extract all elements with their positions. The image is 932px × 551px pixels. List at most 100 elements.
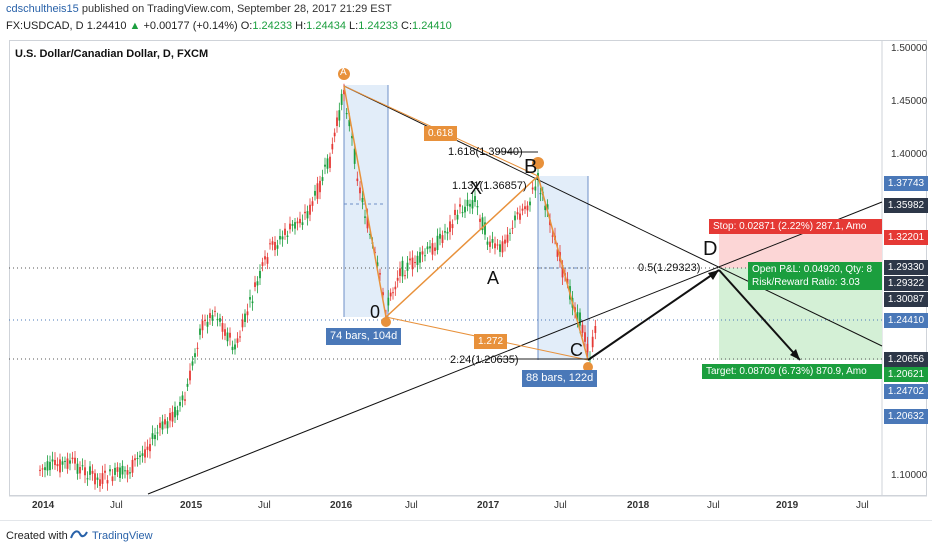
close-label: C: <box>401 20 413 32</box>
candle-body <box>41 468 44 470</box>
candle-body <box>294 222 296 229</box>
candle-body <box>584 332 586 342</box>
candle-body <box>579 312 581 326</box>
x-tick: 2014 <box>32 500 55 511</box>
candle-body <box>394 286 397 290</box>
candle-body <box>74 457 76 464</box>
candle-body <box>474 196 476 202</box>
price-tag: 1.29330 <box>884 260 928 275</box>
candle-body <box>124 470 126 472</box>
candle-body <box>49 461 51 471</box>
candle-body <box>194 353 196 358</box>
candle-body <box>409 258 411 261</box>
candle-body <box>499 244 501 252</box>
candle-body <box>556 249 559 257</box>
author-link[interactable]: cdschultheis15 <box>6 3 79 15</box>
candle-body <box>311 201 314 206</box>
candle-body <box>451 224 454 229</box>
candle-body <box>351 135 353 139</box>
candle-body <box>54 459 56 466</box>
projection-cd <box>587 269 720 361</box>
candle-body <box>529 201 531 206</box>
y-tick: 1.50000 <box>891 43 928 54</box>
candle-body <box>501 241 504 253</box>
candle-body <box>186 383 189 387</box>
candle-body <box>99 479 101 486</box>
point-a-tag: A <box>340 67 347 78</box>
pattern-leg-bc <box>537 175 589 361</box>
candle-body <box>154 434 156 440</box>
candle-body <box>519 213 521 220</box>
price-tag: 1.30087 <box>884 292 928 307</box>
low-label: L: <box>349 20 359 32</box>
candle-body <box>431 243 434 255</box>
candle-body <box>304 211 306 214</box>
candle-body <box>146 446 149 450</box>
candle-body <box>441 235 444 243</box>
candle-body <box>534 186 537 191</box>
candle-body <box>129 472 131 474</box>
candle-body <box>506 234 509 243</box>
arrowhead-d-icon <box>708 270 719 280</box>
candle-body <box>289 223 291 230</box>
candle-body <box>159 422 161 428</box>
candle-body <box>204 319 206 321</box>
candle-body <box>284 228 286 235</box>
candle-body <box>179 402 181 406</box>
candle-body <box>361 197 364 203</box>
price-tag: 1.20621 <box>884 367 928 382</box>
candle-body <box>401 260 404 277</box>
projection-d-target <box>718 269 801 361</box>
y-tick: 1.45000 <box>891 96 928 107</box>
price-tag: 1.20656 <box>884 352 928 367</box>
tradingview-logo-icon <box>70 530 88 539</box>
candle-body <box>454 209 456 216</box>
footer: Created with TradingView <box>0 520 932 551</box>
bars-range-label-1: 74 bars, 104d <box>326 328 402 345</box>
publish-line: cdschultheis15 published on TradingView.… <box>6 3 392 15</box>
y-tick: 1.10000 <box>891 470 928 481</box>
x-tick: Jul <box>707 500 720 511</box>
candle-body <box>236 338 239 343</box>
price-tag: 1.20632 <box>884 409 928 424</box>
candle-body <box>234 344 236 350</box>
candle-body <box>466 199 469 207</box>
candle-body <box>39 469 41 471</box>
candle-body <box>109 469 111 472</box>
candle-body <box>164 419 166 425</box>
fib-224-label: 2.24(1.20635) <box>450 354 519 366</box>
candle-body <box>406 262 409 271</box>
candle-body <box>116 467 119 472</box>
candle-body <box>139 455 141 458</box>
candle-body <box>59 459 61 473</box>
candle-body <box>439 233 441 239</box>
candle-body <box>91 470 94 474</box>
candle-body <box>324 164 326 167</box>
candle-body <box>539 193 542 195</box>
fib-1131-label: 1.131(1.36857) <box>452 180 527 192</box>
candle-body <box>329 156 331 168</box>
candle-body <box>161 421 164 430</box>
candle-body <box>151 433 154 440</box>
candle-body <box>136 458 139 460</box>
candle-body <box>181 395 184 401</box>
candle-body <box>426 246 429 250</box>
candle-body <box>276 245 279 249</box>
price-tag: 1.32201 <box>884 230 928 245</box>
candle-body <box>359 187 361 194</box>
candle-body <box>189 370 191 381</box>
x-tick: 2019 <box>776 500 799 511</box>
candle-body <box>196 347 199 349</box>
candle-body <box>461 212 464 214</box>
candle-body <box>106 480 109 484</box>
last-price: 1.24410 <box>86 20 127 32</box>
tradingview-brand-link[interactable]: TradingView <box>92 530 153 542</box>
candle-body <box>246 311 249 316</box>
candle-body <box>369 234 371 236</box>
candle-body <box>119 467 121 478</box>
candle-body <box>221 323 224 332</box>
x-tick: Jul <box>110 500 123 511</box>
candle-body <box>456 214 459 220</box>
candle-body <box>389 292 392 297</box>
candle-body <box>421 251 424 255</box>
